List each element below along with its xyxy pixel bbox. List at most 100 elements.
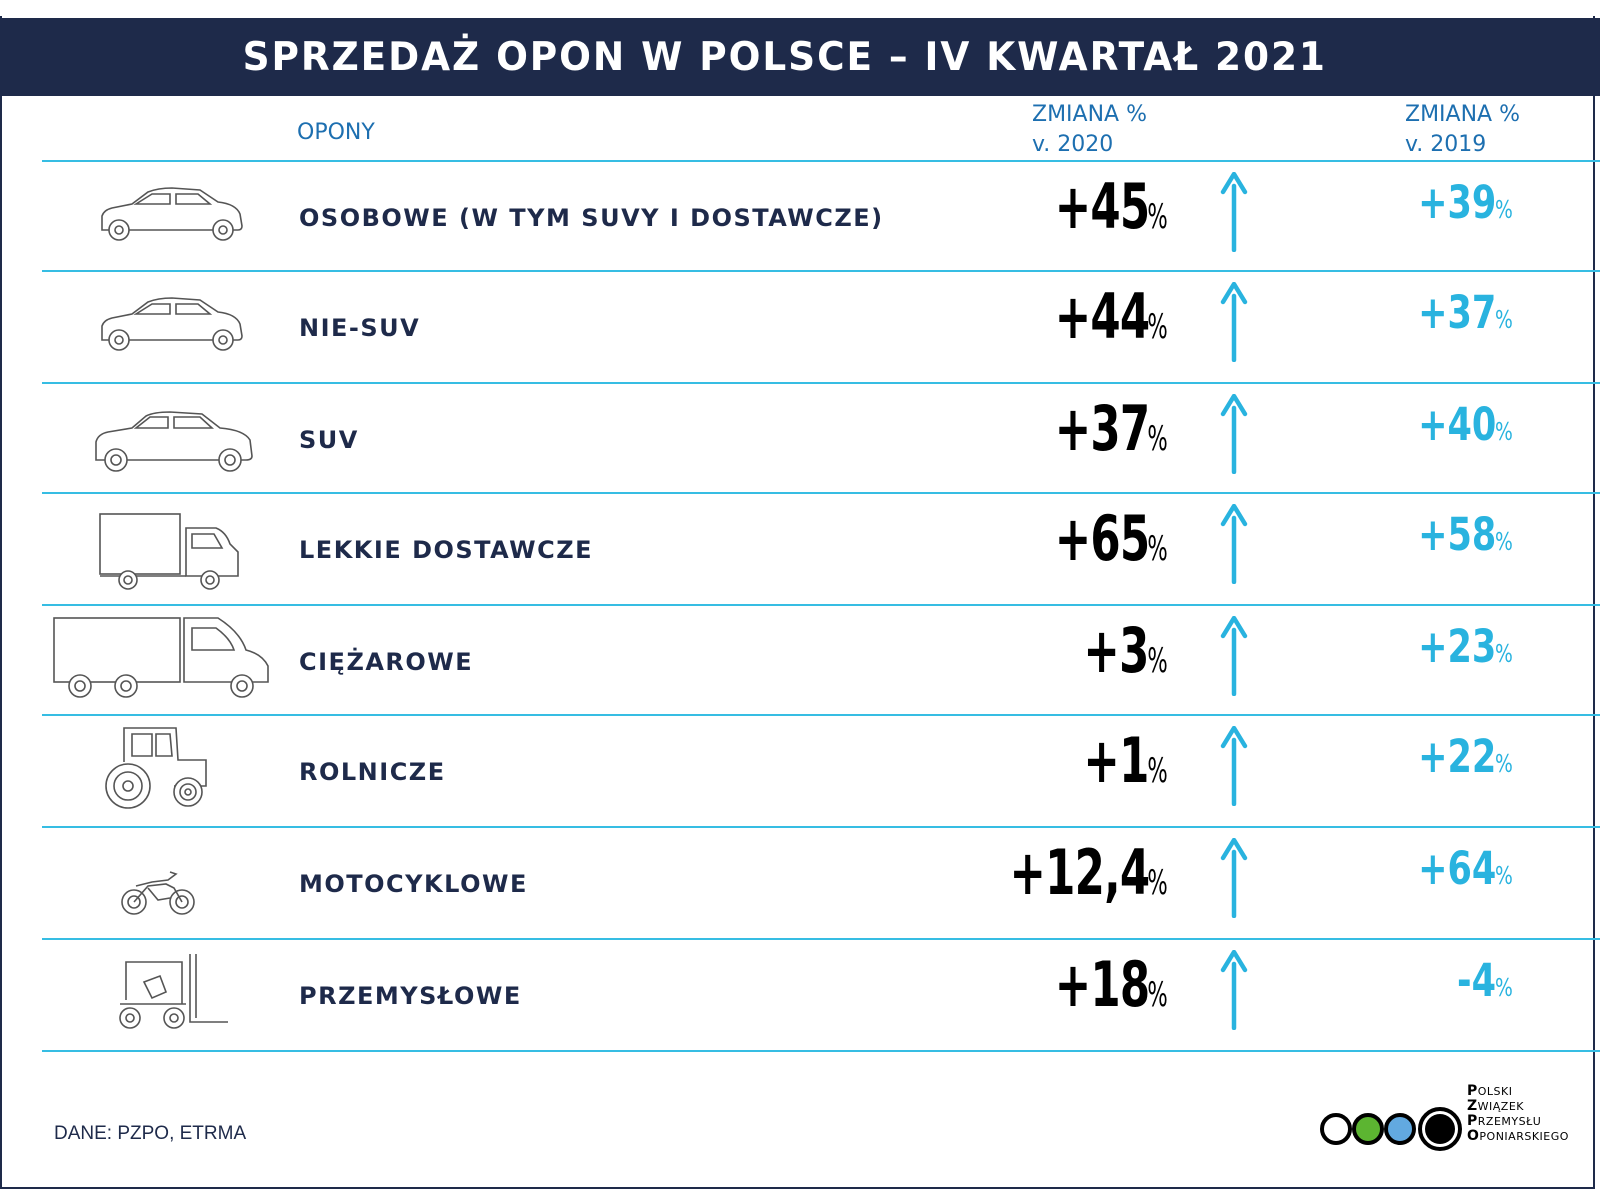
logo-circle-inner bbox=[1425, 1114, 1455, 1144]
logo-line: POLSKI bbox=[1467, 1083, 1513, 1099]
page-title: SPRZEDAŻ OPON W POLSCE – IV KWARTAŁ 2021 bbox=[242, 34, 1328, 80]
change-2020-number: +45 bbox=[1054, 170, 1149, 243]
percent-sign: % bbox=[1495, 417, 1514, 446]
table-row: OSOBOWE (W TYM SUVY I DOSTAWCZE) +45% +39… bbox=[0, 162, 1600, 274]
tractor-icon bbox=[40, 716, 290, 828]
category-label: PRZEMYSŁOWE bbox=[299, 982, 522, 1010]
column-header-change-2020: ZMIANA % v. 2020 bbox=[1032, 100, 1147, 160]
change-2019-value: +39% bbox=[1396, 176, 1516, 272]
percent-sign: % bbox=[1147, 641, 1168, 681]
percent-sign: % bbox=[1147, 863, 1168, 903]
change-2019-value: +58% bbox=[1396, 508, 1516, 604]
table-row: PRZEMYSŁOWE +18% -4% bbox=[0, 940, 1600, 1052]
pzpo-logo bbox=[1320, 1107, 1462, 1151]
change-2019-number: +40 bbox=[1417, 398, 1497, 451]
arrow-up-icon bbox=[1219, 837, 1249, 919]
change-2020-number: +3 bbox=[1083, 614, 1150, 687]
category-label: OSOBOWE (W TYM SUVY I DOSTAWCZE) bbox=[299, 204, 884, 232]
logo-circle bbox=[1320, 1113, 1352, 1145]
category-label: NIE-SUV bbox=[299, 314, 421, 342]
change-2020-value: +3% bbox=[1065, 614, 1172, 714]
percent-sign: % bbox=[1495, 749, 1514, 778]
logo-circle bbox=[1352, 1113, 1384, 1145]
row-divider bbox=[42, 160, 1600, 162]
category-label: LEKKIE DOSTAWCZE bbox=[299, 536, 594, 564]
arrow-up-icon bbox=[1219, 615, 1249, 697]
change-2020-value: +18% bbox=[1028, 948, 1172, 1048]
table-row: SUV +37% +40% bbox=[0, 384, 1600, 496]
percent-sign: % bbox=[1495, 195, 1514, 224]
change-2019-number: +37 bbox=[1417, 286, 1497, 339]
change-2020-value: +37% bbox=[1028, 392, 1172, 492]
category-label: CIĘŻAROWE bbox=[299, 648, 474, 676]
infographic-frame bbox=[0, 16, 1595, 1189]
arrow-up-icon bbox=[1219, 393, 1249, 475]
change-2020-number: +1 bbox=[1083, 724, 1150, 797]
motorcycle-icon bbox=[40, 828, 290, 940]
change-2020-value: +12,4% bbox=[970, 836, 1172, 936]
source-note: DANE: PZPO, ETRMA bbox=[54, 1123, 247, 1144]
arrow-up-icon bbox=[1219, 949, 1249, 1031]
change-2020-number: +44 bbox=[1054, 280, 1149, 353]
row-divider bbox=[42, 714, 1600, 716]
change-2019-number: +39 bbox=[1417, 176, 1497, 229]
arrow-up-icon bbox=[1219, 725, 1249, 807]
logo-circle bbox=[1384, 1113, 1416, 1145]
row-divider bbox=[42, 382, 1600, 384]
arrow-up-icon bbox=[1219, 503, 1249, 585]
percent-sign: % bbox=[1495, 973, 1514, 1002]
category-label: ROLNICZE bbox=[299, 758, 446, 786]
percent-sign: % bbox=[1147, 751, 1168, 791]
column-header-change-2019-line1: ZMIANA % bbox=[1405, 102, 1520, 127]
percent-sign: % bbox=[1495, 527, 1514, 556]
change-2019-number: +64 bbox=[1417, 842, 1497, 895]
percent-sign: % bbox=[1147, 975, 1168, 1015]
row-divider bbox=[42, 1050, 1600, 1052]
percent-sign: % bbox=[1147, 419, 1168, 459]
change-2020-number: +18 bbox=[1054, 948, 1149, 1021]
logo-line: PRZEMYSŁU bbox=[1467, 1113, 1542, 1129]
percent-sign: % bbox=[1495, 639, 1514, 668]
arrow-up-icon bbox=[1219, 171, 1249, 253]
title-bar: SPRZEDAŻ OPON W POLSCE – IV KWARTAŁ 2021 bbox=[0, 18, 1600, 96]
table-row: MOTOCYKLOWE +12,4% +64% bbox=[0, 828, 1600, 940]
percent-sign: % bbox=[1147, 529, 1168, 569]
row-divider bbox=[42, 826, 1600, 828]
change-2020-value: +1% bbox=[1065, 724, 1172, 824]
percent-sign: % bbox=[1147, 197, 1168, 237]
suv-icon bbox=[40, 384, 290, 496]
logo-line: ZWIĄZEK bbox=[1467, 1098, 1525, 1114]
category-label: SUV bbox=[299, 426, 359, 454]
logo-line: OPONIARSKIEGO bbox=[1467, 1128, 1569, 1144]
pzpo-logo-text: POLSKI ZWIĄZEK PRZEMYSŁU OPONIARSKIEGO bbox=[1467, 1084, 1569, 1144]
change-2019-value: +22% bbox=[1396, 730, 1516, 826]
table-row: CIĘŻAROWE +3% +23% bbox=[0, 606, 1600, 718]
change-2019-value: +23% bbox=[1396, 620, 1516, 716]
table-row: LEKKIE DOSTAWCZE +65% +58% bbox=[0, 494, 1600, 606]
column-header-change-2020-line2: v. 2020 bbox=[1032, 132, 1114, 157]
forklift-icon bbox=[40, 940, 290, 1052]
car-icon bbox=[40, 162, 290, 274]
change-2020-number: +65 bbox=[1054, 502, 1149, 575]
change-2019-value: -4% bbox=[1446, 954, 1516, 1050]
change-2020-value: +65% bbox=[1028, 502, 1172, 602]
change-2020-number: +37 bbox=[1054, 392, 1149, 465]
row-divider bbox=[42, 938, 1600, 940]
column-header-change-2019-line2: v. 2019 bbox=[1405, 132, 1487, 157]
arrow-up-icon bbox=[1219, 281, 1249, 363]
truck-icon bbox=[40, 606, 290, 718]
table-row: ROLNICZE +1% +22% bbox=[0, 716, 1600, 828]
change-2019-number: +23 bbox=[1417, 620, 1497, 673]
percent-sign: % bbox=[1147, 307, 1168, 347]
column-header-category: OPONY bbox=[297, 120, 375, 145]
change-2019-value: +64% bbox=[1396, 842, 1516, 938]
table-row: NIE-SUV +44% +37% bbox=[0, 272, 1600, 384]
row-divider bbox=[42, 270, 1600, 272]
car-icon bbox=[40, 272, 290, 384]
change-2020-value: +45% bbox=[1028, 170, 1172, 270]
change-2019-number: +58 bbox=[1417, 508, 1497, 561]
change-2019-value: +37% bbox=[1396, 286, 1516, 382]
change-2020-number: +12,4 bbox=[1009, 836, 1150, 909]
percent-sign: % bbox=[1495, 861, 1514, 890]
category-label: MOTOCYKLOWE bbox=[299, 870, 528, 898]
